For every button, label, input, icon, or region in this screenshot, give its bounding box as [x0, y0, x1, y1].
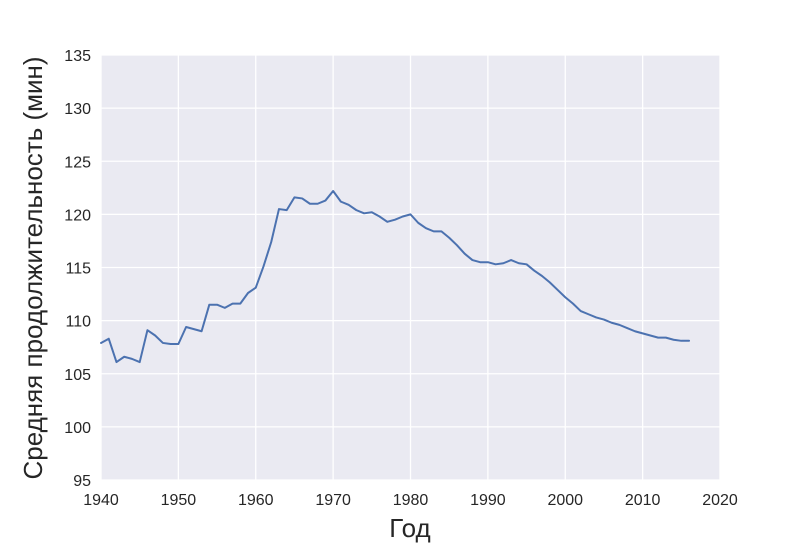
y-tick-label: 130: [64, 101, 91, 118]
y-tick-label: 105: [64, 367, 91, 384]
y-tick-label: 125: [64, 154, 91, 171]
series-group: [100, 190, 691, 364]
x-tick-label: 1950: [161, 492, 197, 509]
y-axis-label: Средняя продолжительность (мин): [18, 56, 48, 479]
x-tick-label: 1960: [238, 492, 274, 509]
x-tick-label: 1970: [315, 492, 351, 509]
y-tick-label: 115: [65, 261, 91, 278]
x-tick-labels: 1940 1950 1960 1970 1980 1990 2000 2010 2020: [83, 492, 738, 509]
x-tick-label: 1940: [83, 492, 119, 509]
x-tick-label: 2000: [547, 492, 583, 509]
x-axis-label: Год: [389, 513, 430, 543]
y-tick-label: 100: [64, 420, 91, 437]
x-tick-label: 1990: [470, 492, 506, 509]
y-tick-labels: 95 100 105 110 115 120 125 130 135: [64, 48, 91, 490]
y-tick-label: 120: [64, 207, 91, 224]
y-tick-label: 110: [65, 314, 91, 331]
y-tick-label: 135: [64, 48, 91, 65]
series-line: [100, 190, 691, 364]
x-tick-label: 2010: [625, 492, 661, 509]
x-tick-label: 2020: [702, 492, 738, 509]
y-tick-label: 95: [73, 473, 91, 490]
x-tick-label: 1980: [393, 492, 429, 509]
